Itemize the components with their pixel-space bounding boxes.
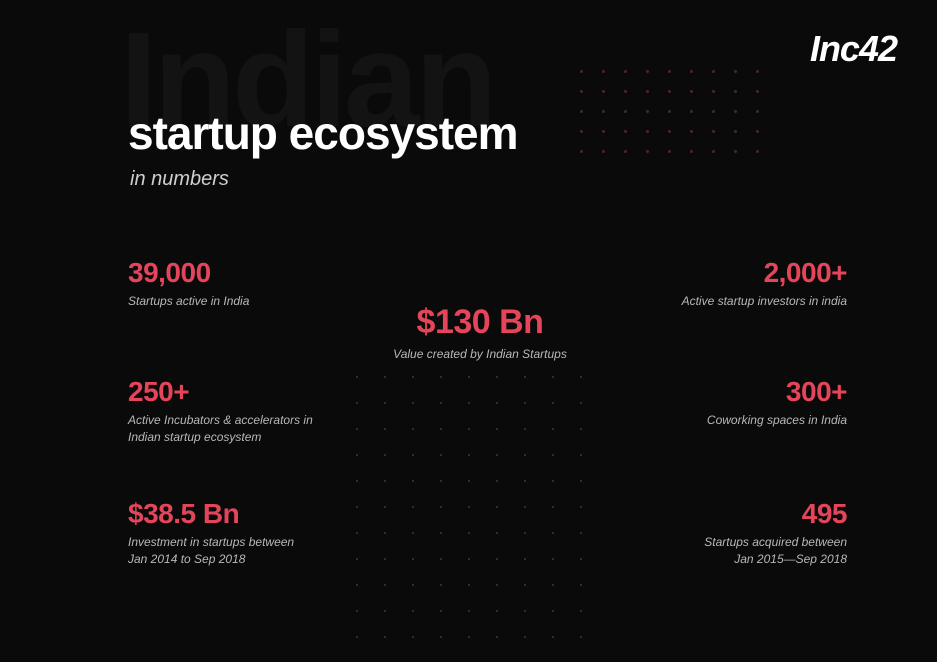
dot-grid-top xyxy=(580,70,778,170)
stat-label: Coworking spaces in India xyxy=(707,412,847,429)
main-title: startup ecosystem xyxy=(128,106,518,160)
stat-value: 2,000+ xyxy=(682,257,847,289)
stat-label: Startups acquired betweenJan 2015—Sep 20… xyxy=(704,534,847,568)
stat-value-created: $130 Bn Value created by Indian Startups xyxy=(370,303,590,363)
stat-label: Startups active in India xyxy=(128,293,249,310)
stat-active-investors: 2,000+ Active startup investors in india xyxy=(682,257,847,310)
stat-investment: $38.5 Bn Investment in startups betweenJ… xyxy=(128,498,348,568)
stat-coworking: 300+ Coworking spaces in India xyxy=(707,376,847,429)
stat-value: 39,000 xyxy=(128,257,249,289)
stat-value: $130 Bn xyxy=(370,303,590,342)
stat-value: 300+ xyxy=(707,376,847,408)
stat-label: Investment in startups betweenJan 2014 t… xyxy=(128,534,348,568)
stat-acquired: 495 Startups acquired betweenJan 2015—Se… xyxy=(704,498,847,568)
stat-value: 495 xyxy=(704,498,847,530)
stat-value: 250+ xyxy=(128,376,348,408)
brand-logo: Inc42 xyxy=(810,28,897,70)
stat-incubators: 250+ Active Incubators & accelerators in… xyxy=(128,376,348,446)
subtitle: in numbers xyxy=(130,168,229,191)
stat-value: $38.5 Bn xyxy=(128,498,348,530)
stat-label: Value created by Indian Startups xyxy=(370,346,590,363)
stat-label: Active startup investors in india xyxy=(682,293,847,310)
stat-startups-active: 39,000 Startups active in India xyxy=(128,257,249,310)
stat-label: Active Incubators & accelerators inIndia… xyxy=(128,412,348,446)
dot-grid-bottom xyxy=(356,376,608,662)
